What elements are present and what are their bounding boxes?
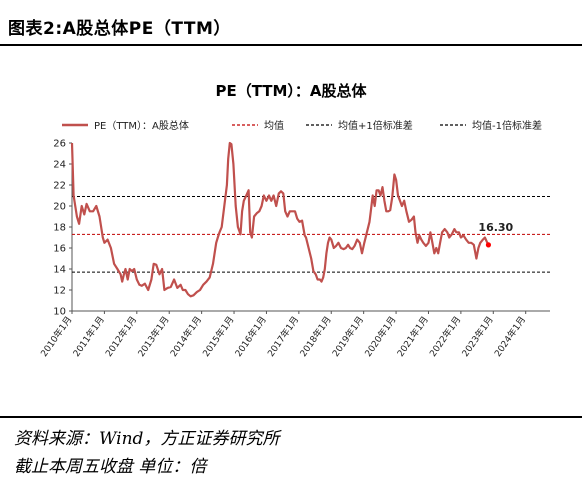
y-tick-label: 10 <box>53 307 66 318</box>
x-tick-label: 2012年1月 <box>103 314 140 359</box>
y-tick-label: 24 <box>53 160 66 171</box>
x-tick-label: 2022年1月 <box>427 314 464 359</box>
unit-note: 截止本周五收盘 单位：倍 <box>14 457 207 477</box>
y-tick-label: 22 <box>53 181 66 192</box>
x-tick-label: 2016年1月 <box>232 314 269 359</box>
legend-label-2: 均值+1倍标准差 <box>338 119 413 132</box>
x-tick-label: 2021年1月 <box>394 314 431 359</box>
x-tick-label: 2019年1月 <box>330 314 367 359</box>
series-end-marker <box>485 242 492 248</box>
x-tick-label: 2020年1月 <box>362 314 399 359</box>
y-tick-label: 14 <box>53 265 66 276</box>
x-tick-label: 2018年1月 <box>297 314 334 359</box>
chart-title: PE（TTM）：A股总体 <box>215 82 367 100</box>
source-note: 资料来源：Wind，方正证券研究所 <box>14 429 280 449</box>
top-rule <box>0 44 582 46</box>
x-tick-label: 2014年1月 <box>168 314 205 359</box>
bottom-rule <box>0 416 582 418</box>
x-tick-label: 2010年1月 <box>38 314 75 359</box>
legend-label-0: PE（TTM）：A股总体 <box>94 119 189 132</box>
figure-title: 图表2:A股总体PE（TTM） <box>8 19 231 39</box>
y-tick-label: 18 <box>53 223 66 234</box>
x-tick-label: 2024年1月 <box>492 314 529 359</box>
x-tick-label: 2023年1月 <box>459 314 496 359</box>
y-tick-label: 12 <box>53 286 66 297</box>
series-end-label: 16.30 <box>478 221 513 234</box>
pe-ttm-chart: PE（TTM）：A股总体PE（TTM）：A股总体 均值 均值+1倍标准差 均值-1倍标… <box>38 82 550 359</box>
series-line-pe-ttm <box>70 141 490 298</box>
legend-label-1: 均值 <box>264 119 284 132</box>
x-tick-label: 2017年1月 <box>265 314 302 359</box>
y-tick-label: 16 <box>53 244 66 255</box>
x-tick-label: 2013年1月 <box>135 314 172 359</box>
y-tick-label: 20 <box>53 202 66 213</box>
x-tick-label: 2015年1月 <box>200 314 237 359</box>
x-tick-label: 2011年1月 <box>70 314 107 359</box>
legend-label-3: 均值-1倍标准差 <box>472 119 542 132</box>
y-tick-label: 26 <box>53 139 66 150</box>
